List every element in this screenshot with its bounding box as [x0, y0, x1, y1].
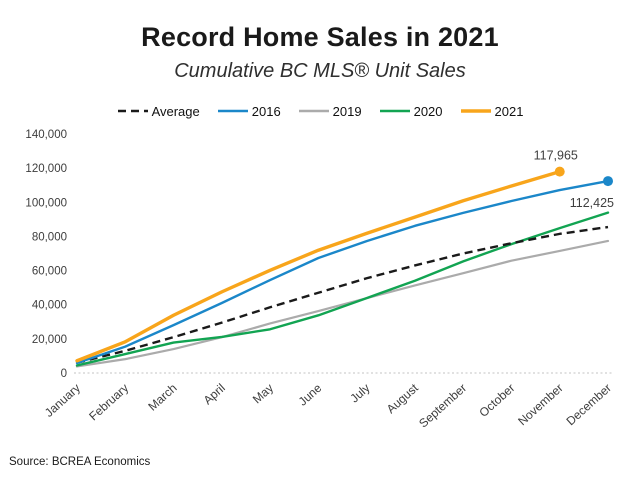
source-note: Source: BCREA Economics [9, 456, 151, 468]
y-tick-label: 0 [61, 368, 67, 380]
legend-label-2016: 2016 [251, 103, 281, 119]
series-2016: 112,425 [75, 176, 614, 365]
legend-item-2021: 2021 [460, 103, 524, 119]
legend-swatch-2019 [298, 109, 329, 113]
data-label-2021: 117,965 [534, 149, 578, 163]
chart-title: Record Home Sales in 2021 [141, 22, 499, 52]
legend-item-average: Average [117, 104, 200, 119]
y-tick-label: 80,000 [32, 231, 67, 243]
legend-label-2019: 2019 [332, 103, 362, 119]
y-tick-label: 20,000 [32, 334, 67, 346]
y-tick-label: 100,000 [25, 197, 67, 209]
x-tick-label: February [86, 381, 131, 424]
y-tick-label: 60,000 [32, 266, 67, 278]
y-tick-label: 40,000 [32, 300, 67, 312]
series-line-2021 [75, 169, 562, 363]
legend-label-2020: 2020 [413, 103, 443, 119]
legend-item-2019: 2019 [298, 104, 362, 119]
x-tick-label: September [416, 381, 469, 431]
legend-swatch-2016 [217, 109, 248, 113]
legend-label-average: Average [151, 103, 200, 119]
series-line-2016 [75, 179, 610, 365]
legend-swatch-2020 [379, 109, 410, 113]
x-axis-labels: January February March April May June July Augu… [42, 380, 614, 430]
series-2016-end-marker [603, 176, 613, 187]
x-tick-label: April [201, 381, 228, 407]
y-tick-label: 140,000 [25, 129, 67, 141]
series-average [76, 225, 609, 364]
chart-canvas: 140,000 120,000 100,000 80,000 60,000 40,000 2… [25, 129, 614, 431]
legend-swatch-2021 [460, 109, 491, 113]
legend-item-2016: 2016 [217, 104, 281, 119]
x-tick-label: July [347, 381, 372, 406]
series-2019 [75, 239, 610, 368]
series-line-2019 [75, 239, 610, 368]
x-tick-label: March [145, 381, 179, 414]
x-tick-label: January [42, 381, 83, 420]
x-tick-label: June [296, 381, 325, 409]
chart-subtitle: Cumulative BC MLS® Unit Sales [174, 60, 466, 82]
y-axis-labels: 140,000 120,000 100,000 80,000 60,000 40,000 2… [25, 129, 67, 380]
x-tick-label: October [476, 381, 517, 420]
series-line-average [76, 225, 609, 364]
x-tick-label: August [384, 380, 422, 416]
y-tick-label: 120,000 [25, 163, 67, 175]
x-tick-label: May [250, 381, 276, 407]
legend-swatch-average [117, 109, 148, 113]
series-2021: 117,965 [75, 149, 578, 363]
series-2021-end-marker [554, 166, 565, 177]
legend-label-2021: 2021 [494, 103, 524, 119]
x-tick-label: December [563, 381, 614, 428]
x-tick-label: November [515, 381, 566, 428]
legend-item-2020: 2020 [379, 104, 443, 119]
chart-legend: Average 2016 2019 2020 2021 [0, 101, 640, 121]
data-label-2016: 112,425 [570, 196, 614, 210]
